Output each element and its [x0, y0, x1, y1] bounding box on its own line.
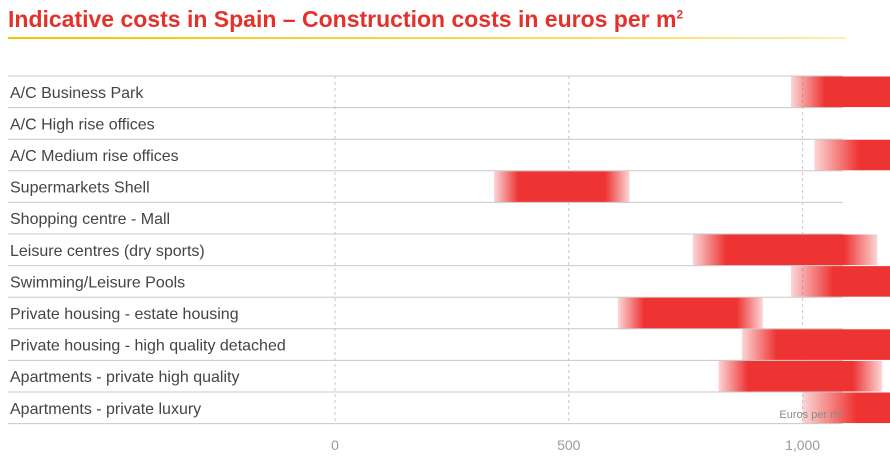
range-bar [802, 392, 890, 424]
category-label: Shopping centre - Mall [10, 211, 170, 228]
category-label: Supermarkets Shell [10, 180, 150, 197]
category-label: Apartments - private high quality [10, 369, 239, 386]
range-bar [741, 329, 890, 360]
category-label: A/C Medium rise offices [10, 148, 179, 165]
chart-title: Indicative costs in Spain – Construction… [8, 6, 683, 33]
range-bar [790, 76, 890, 108]
x-tick-label: 0 [331, 437, 339, 453]
title-underline [8, 37, 846, 39]
x-unit-label: Euros per m² [779, 409, 843, 421]
category-label: Swimming/Leisure Pools [10, 274, 185, 291]
chart-title-superscript: 2 [676, 7, 684, 22]
range-bar [493, 171, 630, 202]
category-label: Private housing - estate housing [10, 306, 239, 323]
category-label: A/C Business Park [10, 85, 144, 102]
bars [493, 76, 890, 424]
x-tick-label: 500 [557, 437, 581, 453]
range-bar [692, 234, 878, 266]
category-label: Private housing - high quality detached [10, 338, 286, 355]
category-label: A/C High rise offices [10, 116, 155, 133]
range-bar [617, 297, 763, 329]
range-bar [718, 360, 883, 392]
category-label: Leisure centres (dry sports) [10, 243, 205, 260]
x-tick-label: 1,000 [785, 437, 820, 453]
chart-title-text: Indicative costs in Spain – Construction… [8, 6, 677, 32]
range-bar [814, 139, 890, 171]
category-labels: A/C Business Park A/C High rise offices A/… [10, 85, 286, 418]
category-label: Apartments - private luxury [10, 401, 201, 418]
range-bar [790, 266, 890, 297]
